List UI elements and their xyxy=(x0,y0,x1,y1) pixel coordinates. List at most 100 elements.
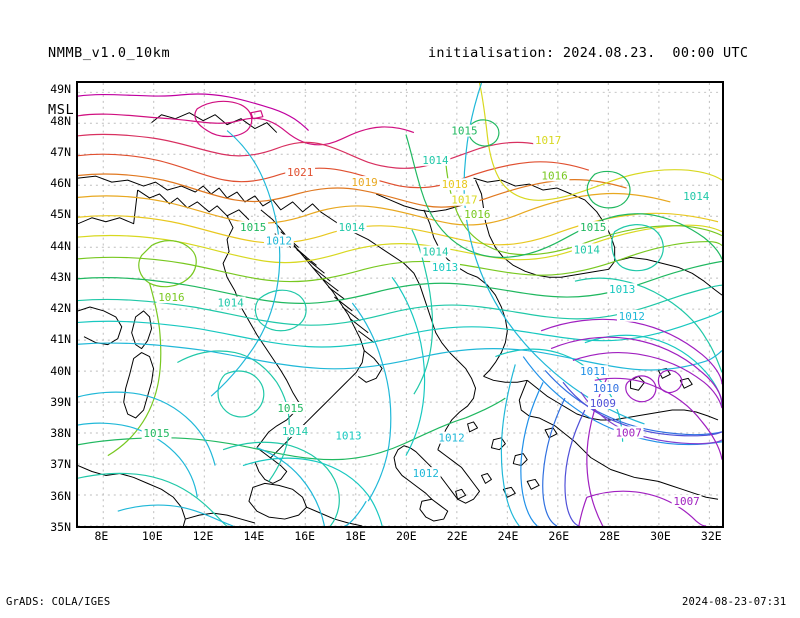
y-tick-label: 41N xyxy=(50,332,71,347)
contour-label: 1019 xyxy=(351,176,377,189)
contour-label: 1014 xyxy=(683,190,710,203)
x-tick-label: 16E xyxy=(294,529,316,543)
contour-label: 1016 xyxy=(541,169,567,182)
x-tick-label: 12E xyxy=(192,529,214,543)
contour-label-backdrop xyxy=(333,429,364,442)
contour-label-backdrop xyxy=(591,382,621,394)
y-tick-label: 49N xyxy=(50,82,71,97)
y-tick-label: 46N xyxy=(50,176,71,191)
x-tick-label: 22E xyxy=(446,529,468,543)
map-plot-frame: 1021 1019 1018 1017 1016 1015 1014 1015 1014 1017… xyxy=(76,81,724,528)
contour-label-backdrop xyxy=(578,365,609,378)
contour-label-backdrop xyxy=(238,221,269,234)
contour-label: 1014 xyxy=(217,296,244,309)
contour-label-backdrop xyxy=(449,124,480,137)
contour-label-backdrop xyxy=(430,261,460,274)
contour-label-backdrop xyxy=(439,178,470,191)
x-tick-label: 8E xyxy=(94,529,109,543)
contour-label: 1013 xyxy=(335,429,361,442)
y-tick-label: 48N xyxy=(50,113,71,128)
contour-label: 1012 xyxy=(438,432,464,445)
contour-label: 1016 xyxy=(158,291,184,304)
initialisation-time: initialisation: 2024.08.23. 00:00 UTC xyxy=(428,45,749,61)
contour-label-backdrop xyxy=(613,426,644,439)
y-tick-label: 44N xyxy=(50,238,71,253)
contour-label: 1014 xyxy=(339,221,366,234)
x-tick-label: 24E xyxy=(497,529,519,543)
contour-label: 1016 xyxy=(464,208,490,221)
contour-label-backdrop xyxy=(462,207,493,220)
contour-label: 1015 xyxy=(277,402,303,415)
map-canvas: 1021 1019 1018 1017 1016 1015 1014 1015 1014 1017… xyxy=(78,83,722,526)
contour-label: 1007 xyxy=(673,495,699,508)
x-tick-label: 20E xyxy=(395,529,417,543)
x-tick-label: 10E xyxy=(141,529,163,543)
contour-label: 1014 xyxy=(422,246,449,259)
contour-label-backdrop xyxy=(410,467,441,480)
contour-label: 1017 xyxy=(535,134,561,147)
contour-label: 1021 xyxy=(287,166,313,179)
contour-label: 1015 xyxy=(451,125,477,138)
y-tick-label: 47N xyxy=(50,144,71,159)
contour-label-backdrop xyxy=(420,245,451,258)
contour-label-backdrop xyxy=(275,402,306,414)
contour-label-backdrop xyxy=(607,283,638,296)
contour-label-backdrop xyxy=(681,190,712,203)
x-tick-label: 18E xyxy=(345,529,366,543)
contour-label-backdrop xyxy=(578,221,609,234)
grads-credit: GrADS: COLA/IGES xyxy=(6,596,111,608)
x-tick-label: 26E xyxy=(548,529,570,543)
contour-label: 1015 xyxy=(580,221,606,234)
contour-label-backdrop xyxy=(616,309,647,322)
contour-label: 1007 xyxy=(615,426,641,439)
y-tick-label: 40N xyxy=(50,363,71,378)
contour-label: 1014 xyxy=(574,243,601,256)
y-tick-label: 39N xyxy=(50,394,71,409)
contour-label-backdrop xyxy=(436,431,467,444)
y-tick-label: 37N xyxy=(50,457,71,472)
x-tick-label: 32E xyxy=(700,529,722,543)
model-name: NMMB_v1.0_10km xyxy=(48,45,171,61)
contour-label: 1012 xyxy=(413,467,439,480)
x-tick-label: 28E xyxy=(599,529,621,543)
render-timestamp: 2024-08-23-07:31 xyxy=(682,596,787,608)
contour-label: 1018 xyxy=(442,178,468,191)
contour-label-backdrop xyxy=(533,133,564,146)
contour-label: 1015 xyxy=(143,427,169,440)
contour-label: 1009 xyxy=(590,397,616,410)
contour-label-backdrop xyxy=(156,291,187,304)
contour-label: 1012 xyxy=(619,310,645,323)
contour-label: 1013 xyxy=(609,283,635,296)
contour-label: 1015 xyxy=(240,221,266,234)
y-tick-label: 42N xyxy=(50,301,71,316)
contour-label-backdrop xyxy=(671,495,702,507)
contour-label: 1012 xyxy=(266,234,292,247)
y-tick-label: 45N xyxy=(50,207,71,222)
contour-label: 1013 xyxy=(432,261,458,274)
contour-label-backdrop xyxy=(571,243,602,256)
contour-label: 1014 xyxy=(422,154,449,167)
y-tick-label: 38N xyxy=(50,426,71,441)
y-tick-label: 35N xyxy=(50,520,71,534)
contour-label-backdrop xyxy=(349,176,380,188)
contour-label-backdrop xyxy=(336,221,367,234)
y-tick-label: 36N xyxy=(50,488,71,503)
contour-label-backdrop xyxy=(539,169,570,182)
y-tick-label: 43N xyxy=(50,269,71,284)
contour-label-backdrop xyxy=(285,165,316,178)
x-tick-label: 30E xyxy=(650,529,671,543)
contour-label-backdrop xyxy=(587,397,618,410)
coastlines xyxy=(78,112,722,526)
contour-label: 1011 xyxy=(580,365,606,378)
contour-label: 1010 xyxy=(593,382,619,395)
contour-label-backdrop xyxy=(280,425,310,437)
contour-label-backdrop xyxy=(141,427,172,440)
contour-label-backdrop xyxy=(420,153,451,166)
isobars xyxy=(78,83,722,526)
contour-label-backdrop xyxy=(449,193,480,206)
contour-label-backdrop xyxy=(264,234,294,247)
contour-label: 1014 xyxy=(282,425,309,438)
